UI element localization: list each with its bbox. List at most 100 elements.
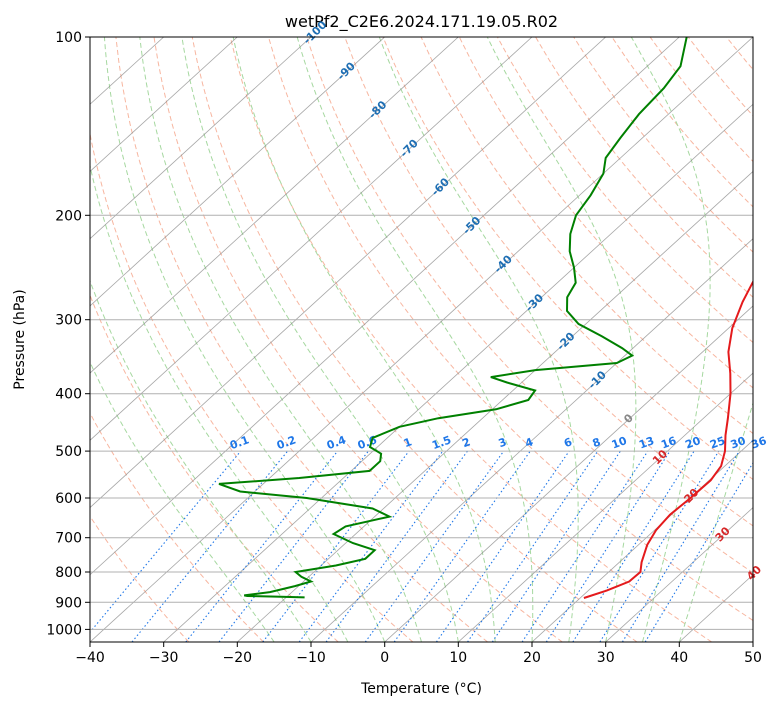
x-tick-label: −20 (223, 650, 253, 666)
mixing-ratio-line (467, 450, 599, 642)
mixing-ratio-line (325, 450, 468, 642)
isotherm-line (90, 37, 238, 172)
dry-adiabat (268, 37, 753, 622)
isotherm-line (605, 507, 753, 642)
isotherm-line (458, 372, 753, 642)
isotherm-line (90, 37, 680, 576)
dry-adiabat (765, 37, 775, 642)
moist-adiabat (678, 401, 753, 642)
mixing-ratio-label: 20 (683, 434, 702, 452)
moist-adiabat (90, 163, 349, 642)
mixing-ratio-label: 0.4 (325, 433, 348, 452)
mixing-ratio-line (298, 450, 444, 642)
mixing-ratio-line (545, 450, 671, 642)
profile-series (218, 37, 753, 599)
moist-adiabat (630, 37, 711, 642)
chart-title: wetPf2_C2E6.2024.171.19.05.R02 (285, 12, 558, 32)
y-tick-label: 700 (55, 531, 82, 547)
mixing-ratio-labels: 0.1 0.2 0.4 0.6 1 1.5 2 3 4 6 8 10 13 16 20 25 30 36 (228, 433, 769, 452)
mixing-ratio-label: 6 (562, 435, 574, 450)
y-tick-label: 1000 (46, 622, 82, 638)
isotherm-line (384, 305, 753, 642)
plot-frame (89, 36, 754, 643)
dry-adiabat (573, 37, 753, 253)
dry-adiabat (90, 131, 414, 642)
x-tick-label: 20 (523, 650, 541, 666)
y-axis-ticks: 100 200 300 400 500 600 700 800 900 1000 (46, 30, 90, 638)
dry-adiabat (382, 37, 753, 481)
mixing-ratio-label: 36 (749, 434, 768, 452)
mixing-ratio-line (364, 450, 505, 642)
isotherm-line (90, 37, 312, 240)
moist-adiabat (90, 279, 312, 642)
dry-adiabat (611, 37, 753, 208)
isotherm-line (752, 641, 753, 642)
dry-adiabat (687, 37, 753, 117)
y-tick-label: 500 (55, 444, 82, 460)
moist-adiabat (90, 361, 275, 642)
dry-adiabat (153, 37, 563, 642)
y-tick-label: 400 (55, 387, 82, 403)
x-tick-label: −30 (149, 650, 179, 666)
dry-adiabat (420, 37, 753, 435)
y-tick-label: 200 (55, 208, 82, 224)
dry-adiabat (649, 37, 753, 163)
mixing-ratio-label: 0.2 (275, 433, 298, 452)
x-axis-ticks: −40 −30 −20 −10 0 10 20 30 40 50 (75, 642, 762, 666)
mixing-ratio-label: 10 (610, 434, 629, 452)
mixing-ratio-line (90, 450, 242, 634)
dewpoint-profile-line (218, 37, 688, 599)
mixing-ratio-line (262, 450, 410, 642)
mixing-ratio-label: 1.5 (430, 433, 453, 452)
mixing-ratio-line (435, 450, 570, 642)
moist-adiabat (232, 37, 496, 642)
dry-adiabat (535, 37, 753, 298)
dry-adiabat (90, 515, 190, 642)
isotherm-line (163, 103, 753, 642)
moist-adiabat (378, 37, 579, 642)
dry-adiabat (726, 37, 753, 71)
background-lines (90, 37, 775, 642)
dry-adiabat (90, 412, 264, 642)
x-tick-label: −40 (75, 650, 105, 666)
y-tick-label: 100 (55, 30, 82, 46)
mixing-ratio-label: 2 (460, 435, 472, 450)
mixing-ratio-line (621, 450, 740, 642)
y-tick-label: 800 (55, 565, 82, 581)
y-tick-label: 900 (55, 595, 82, 611)
mixing-ratio-line (599, 450, 720, 642)
dry-adiabat (191, 37, 638, 642)
x-tick-label: 50 (744, 650, 762, 666)
mixing-ratio-line (572, 450, 695, 642)
x-tick-label: 0 (380, 650, 389, 666)
mixing-ratio-line (218, 450, 369, 642)
x-axis-label: Temperature (°C) (360, 681, 482, 697)
moist-adiabat (139, 37, 422, 642)
isotherm-line (90, 37, 753, 642)
moist-adiabat (103, 37, 386, 642)
x-tick-label: 10 (449, 650, 467, 666)
mixing-ratio-label: 16 (659, 434, 678, 452)
isotherm-line (90, 37, 606, 509)
dry-adiabat (115, 37, 488, 642)
y-tick-label: 600 (55, 491, 82, 507)
x-tick-label: −10 (296, 650, 326, 666)
mixing-ratio-label: 8 (591, 435, 603, 450)
mixing-ratio-line (131, 450, 289, 642)
mixing-ratio-label: 25 (708, 434, 727, 451)
mixing-ratio-label: 0.1 (228, 433, 251, 452)
isotherm-line (90, 37, 459, 374)
dry-adiabat (496, 37, 753, 344)
dry-adiabat (306, 37, 753, 574)
moist-adiabat (181, 37, 459, 642)
moist-adiabat (296, 37, 534, 642)
mixing-ratio-label: 1 (402, 435, 414, 450)
mixing-ratio-label: 4 (523, 435, 535, 450)
mixing-ratio-line (393, 450, 531, 642)
mixing-ratio-label: 13 (637, 434, 656, 451)
isotherm-line (310, 238, 753, 642)
x-tick-label: 30 (597, 650, 615, 666)
mixing-ratio-label: 3 (497, 435, 509, 450)
x-tick-label: 40 (670, 650, 688, 666)
pressure-grid (90, 214, 753, 630)
